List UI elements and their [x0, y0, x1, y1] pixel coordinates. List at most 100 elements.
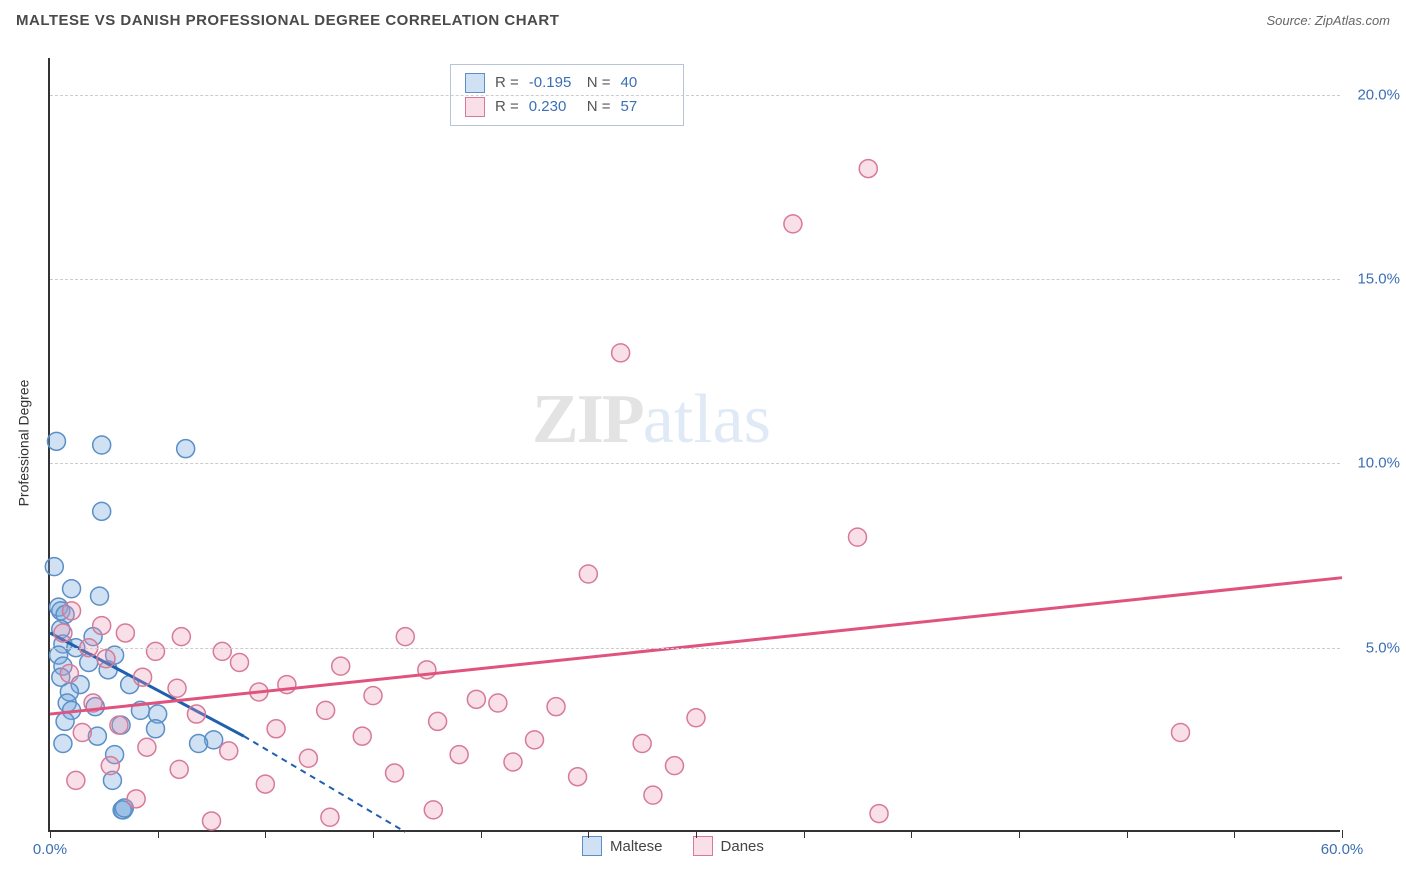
data-point	[332, 657, 350, 675]
x-tick	[911, 830, 912, 838]
data-point	[429, 712, 447, 730]
data-point	[386, 764, 404, 782]
data-point	[489, 694, 507, 712]
data-point	[317, 701, 335, 719]
data-point	[256, 775, 274, 793]
data-point	[321, 808, 339, 826]
data-point	[60, 665, 78, 683]
x-tick	[265, 830, 266, 838]
data-point	[54, 624, 72, 642]
data-point	[396, 628, 414, 646]
stat-r-value: -0.195	[529, 71, 577, 95]
data-point	[172, 628, 190, 646]
data-point	[56, 712, 74, 730]
x-tick-label-right: 60.0%	[1321, 841, 1364, 858]
data-point	[54, 735, 72, 753]
data-point	[116, 624, 134, 642]
x-tick	[696, 830, 697, 838]
data-point	[45, 558, 63, 576]
legend-swatch	[465, 97, 485, 117]
trend-line	[50, 578, 1342, 714]
data-point	[213, 642, 231, 660]
data-point	[579, 565, 597, 583]
grid-line	[50, 463, 1340, 464]
data-point	[177, 440, 195, 458]
legend-label: Maltese	[610, 838, 663, 855]
data-point	[168, 679, 186, 697]
data-point	[220, 742, 238, 760]
y-axis-title: Professional Degree	[15, 380, 31, 507]
legend-label: Danes	[721, 838, 764, 855]
data-point	[467, 690, 485, 708]
data-point	[147, 642, 165, 660]
data-point	[450, 746, 468, 764]
data-point	[93, 617, 111, 635]
data-point	[1172, 723, 1190, 741]
data-point	[63, 602, 81, 620]
x-tick	[1127, 830, 1128, 838]
data-point	[93, 436, 111, 454]
data-point	[203, 812, 221, 830]
x-tick	[158, 830, 159, 838]
x-tick	[481, 830, 482, 838]
legend-swatch	[465, 73, 485, 93]
data-point	[353, 727, 371, 745]
chart-svg	[50, 58, 1342, 832]
data-point	[127, 790, 145, 808]
data-point	[633, 735, 651, 753]
y-tick-label: 15.0%	[1357, 271, 1400, 288]
y-tick-label: 20.0%	[1357, 86, 1400, 103]
x-tick	[588, 830, 589, 838]
grid-line	[50, 648, 1340, 649]
data-point	[138, 738, 156, 756]
stat-n-value: 57	[621, 95, 669, 119]
legend-swatch	[582, 836, 602, 856]
y-tick-label: 5.0%	[1366, 639, 1400, 656]
data-point	[170, 760, 188, 778]
legend-item: Danes	[693, 836, 764, 856]
grid-line	[50, 279, 1340, 280]
stat-n-value: 40	[621, 71, 669, 95]
source-attribution: Source: ZipAtlas.com	[1266, 13, 1390, 28]
data-point	[267, 720, 285, 738]
data-point	[859, 160, 877, 178]
data-point	[47, 432, 65, 450]
x-tick	[1342, 830, 1343, 838]
data-point	[665, 757, 683, 775]
grid-line	[50, 95, 1340, 96]
data-point	[784, 215, 802, 233]
plot-area: ZIPatlas R =-0.195N =40R =0.230N =57 Mal…	[48, 58, 1340, 832]
stats-row: R = -0.195 N = 40	[465, 71, 669, 95]
data-point	[612, 344, 630, 362]
data-point	[687, 709, 705, 727]
data-point	[187, 705, 205, 723]
x-tick-label-left: 0.0%	[33, 841, 67, 858]
data-point	[101, 757, 119, 775]
data-point	[73, 723, 91, 741]
stat-r-label: R =	[495, 71, 519, 95]
bottom-legend: Maltese Danes	[582, 836, 764, 856]
data-point	[110, 716, 128, 734]
data-point	[849, 528, 867, 546]
data-point	[644, 786, 662, 804]
data-point	[190, 735, 208, 753]
stat-n-label: N =	[587, 95, 611, 119]
stat-n-label: N =	[587, 71, 611, 95]
data-point	[97, 650, 115, 668]
x-tick	[50, 830, 51, 838]
chart-header: MALTESE VS DANISH PROFESSIONAL DEGREE CO…	[0, 0, 1406, 40]
data-point	[364, 687, 382, 705]
data-point	[547, 698, 565, 716]
x-tick	[373, 830, 374, 838]
legend-item: Maltese	[582, 836, 663, 856]
legend-swatch	[693, 836, 713, 856]
y-tick-label: 10.0%	[1357, 455, 1400, 472]
stats-row: R =0.230N =57	[465, 95, 669, 119]
x-tick	[804, 830, 805, 838]
stat-r-value: 0.230	[529, 95, 577, 119]
data-point	[67, 771, 85, 789]
data-point	[870, 805, 888, 823]
x-tick	[1019, 830, 1020, 838]
data-point	[526, 731, 544, 749]
data-point	[91, 587, 109, 605]
